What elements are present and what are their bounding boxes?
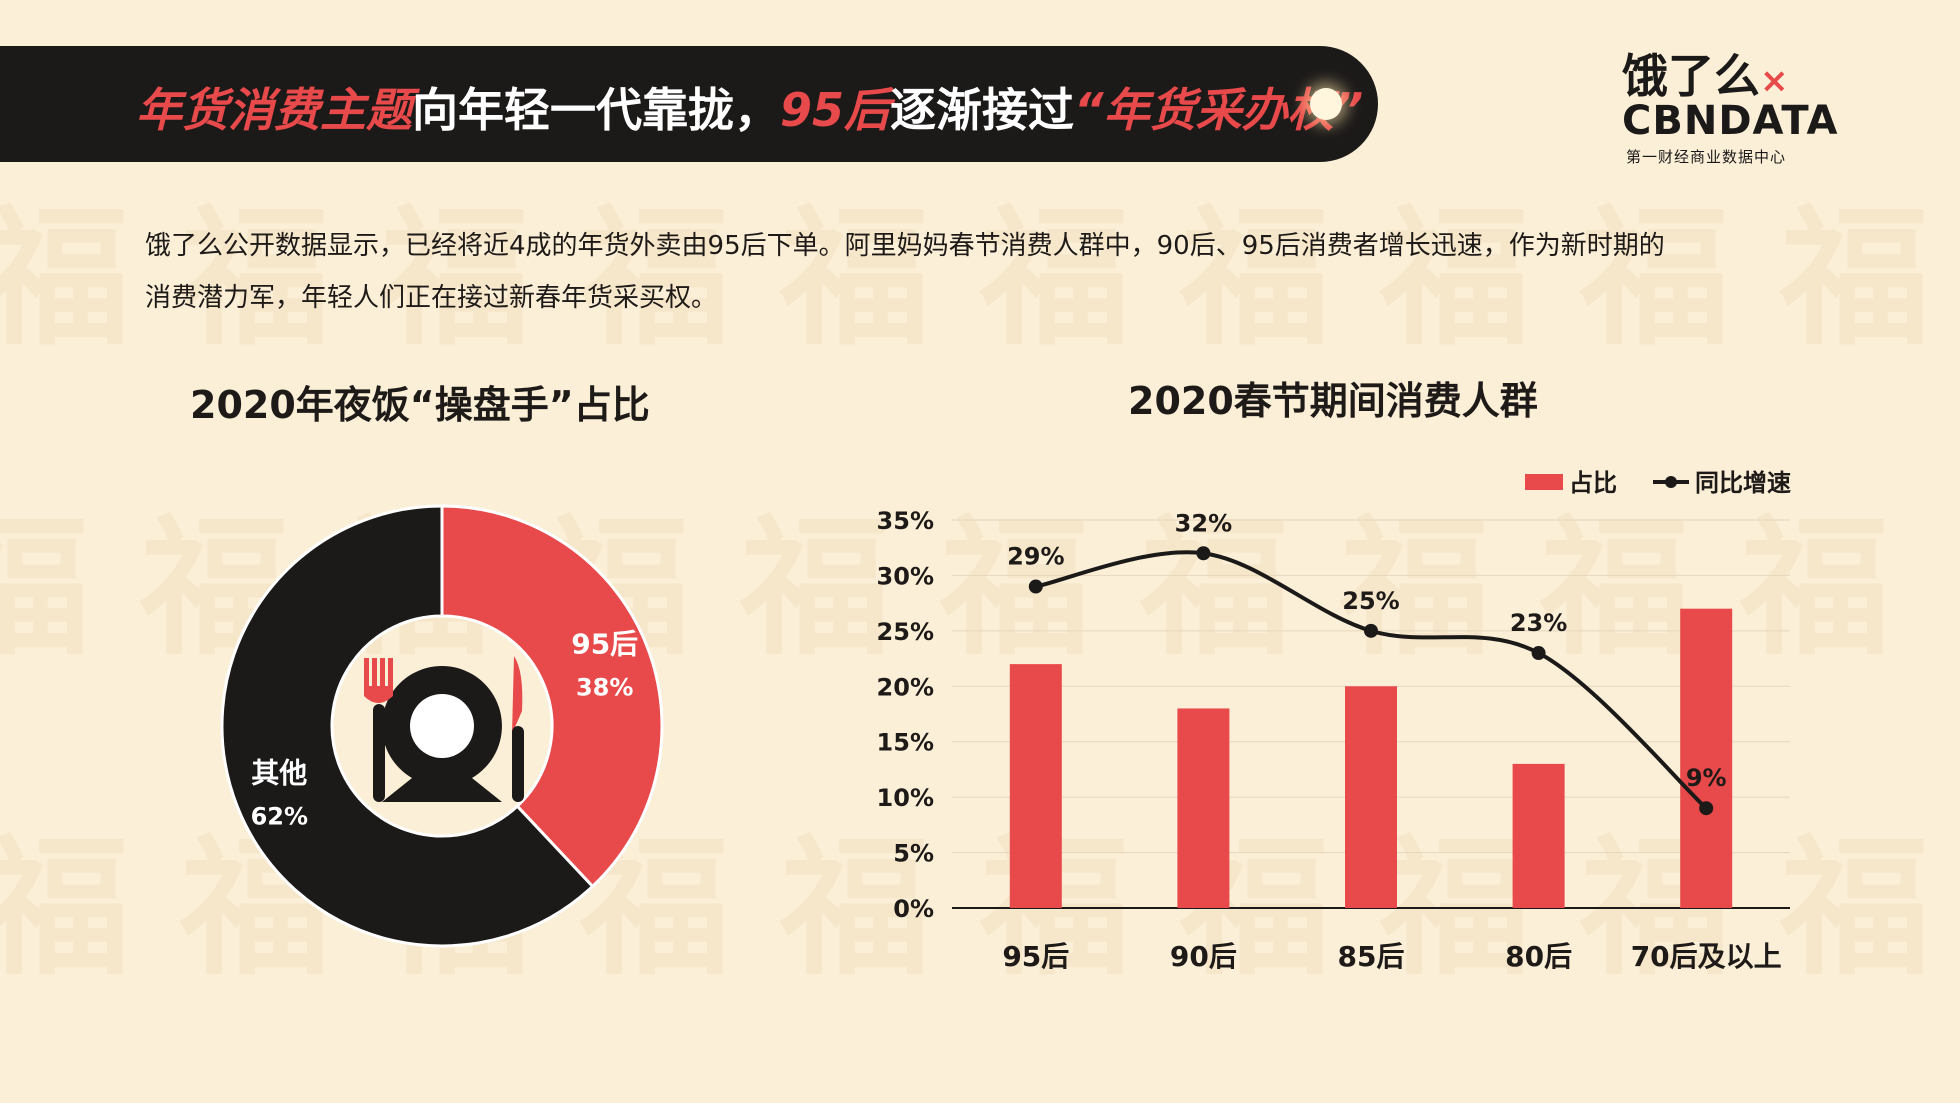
growth-label: 23% bbox=[1510, 609, 1567, 637]
donut-slice-1 bbox=[440, 504, 664, 889]
svg-text:福: 福 bbox=[1779, 822, 1930, 996]
growth-point bbox=[1699, 801, 1714, 816]
growth-label: 25% bbox=[1342, 587, 1399, 615]
growth-point bbox=[1531, 646, 1546, 661]
y-tick-label: 20% bbox=[877, 673, 934, 701]
growth-point bbox=[1364, 623, 1378, 638]
svg-text:福: 福 bbox=[1379, 192, 1530, 366]
donut-slice-value: 38% bbox=[576, 674, 633, 702]
growth-point bbox=[1196, 546, 1211, 561]
x-tick-label: 90后 bbox=[1170, 940, 1237, 973]
x-tick-label: 95后 bbox=[1002, 940, 1069, 973]
bar-85后 bbox=[1345, 686, 1397, 908]
svg-text:福: 福 bbox=[1139, 502, 1290, 676]
description-line-1: 饿了么公开数据显示，已经将近4成的年货外卖由95后下单。阿里妈妈春节消费人群中，… bbox=[145, 231, 1665, 261]
x-tick-label: 70后及以上 bbox=[1631, 940, 1782, 973]
svg-text:福: 福 bbox=[0, 502, 90, 676]
description-text: 饿了么公开数据显示，已经将近4成的年货外卖由95后下单。阿里妈妈春节消费人群中，… bbox=[145, 220, 1825, 324]
y-tick-label: 5% bbox=[893, 840, 934, 868]
donut-chart-title: 2020年夜饭“操盘手”占比 bbox=[190, 383, 650, 427]
growth-label: 29% bbox=[1007, 543, 1064, 571]
svg-text:福: 福 bbox=[779, 192, 930, 366]
legend-line-marker bbox=[1665, 476, 1677, 488]
title-banner bbox=[0, 46, 1378, 162]
title-part-2: 向年轻一代靠拢， bbox=[412, 83, 780, 137]
eleme-logo: 饿了么× bbox=[1622, 40, 1789, 106]
y-tick-label: 15% bbox=[877, 729, 934, 757]
svg-text:福: 福 bbox=[179, 192, 330, 366]
title-part-4: 逐渐接过 bbox=[890, 83, 1075, 137]
bar-70后及以上 bbox=[1680, 608, 1733, 908]
glow-dot-icon bbox=[1310, 88, 1342, 120]
legend-line-label: 同比增速 bbox=[1695, 469, 1791, 497]
title-part-1: 年货消费主题 bbox=[136, 83, 412, 137]
svg-text:福: 福 bbox=[379, 192, 530, 366]
growth-label: 32% bbox=[1175, 509, 1232, 537]
eleme-logo-text: 饿了么 bbox=[1622, 49, 1760, 103]
svg-text:福: 福 bbox=[0, 192, 130, 366]
plate-fork-knife-icon bbox=[364, 656, 524, 802]
bar-90后 bbox=[1177, 708, 1230, 908]
donut-slice-2 bbox=[220, 504, 595, 948]
y-tick-label: 10% bbox=[877, 784, 934, 812]
svg-text:福: 福 bbox=[739, 502, 890, 676]
svg-text:福: 福 bbox=[1539, 502, 1690, 676]
svg-text:福: 福 bbox=[1579, 192, 1730, 366]
svg-text:福: 福 bbox=[0, 822, 130, 996]
donut-chart: 95后 38% 其他 62% bbox=[220, 504, 664, 948]
y-tick-label: 25% bbox=[877, 618, 934, 646]
title-part-3: 95后 bbox=[780, 83, 891, 137]
growth-point bbox=[1028, 579, 1043, 594]
donut-slice-value: 62% bbox=[251, 802, 308, 830]
page-title: 年货消费主题向年轻一代靠拢，95后逐渐接过“年货采办权” bbox=[136, 80, 1363, 140]
bar-line-chart: 0% 5% 10% 15% 20% 25% 30% 35% 29% 32% 25% 23% 9% 95… bbox=[877, 469, 1791, 973]
donut-slice-label: 其他 bbox=[251, 756, 307, 789]
y-tick-label: 30% bbox=[877, 562, 934, 590]
cbndata-subtitle: 第一财经商业数据中心 bbox=[1626, 148, 1787, 166]
growth-label: 9% bbox=[1686, 764, 1727, 792]
svg-text:福: 福 bbox=[579, 192, 730, 366]
y-tick-label: 35% bbox=[877, 507, 934, 535]
eleme-logo-mark: × bbox=[1760, 61, 1789, 101]
svg-text:福: 福 bbox=[1739, 502, 1890, 676]
y-tick-label: 0% bbox=[893, 895, 934, 923]
x-tick-label: 85后 bbox=[1338, 940, 1405, 973]
bar-chart-title: 2020春节期间消费人群 bbox=[1128, 379, 1538, 423]
legend-bar-label: 占比 bbox=[1569, 469, 1617, 497]
cbndata-logo: CBNDATA bbox=[1622, 98, 1839, 144]
svg-text:福: 福 bbox=[939, 502, 1090, 676]
bar-80后 bbox=[1512, 763, 1565, 908]
svg-text:福: 福 bbox=[1779, 192, 1930, 366]
description-line-2: 消费潜力军，年轻人们正在接过新春年货采买权。 bbox=[145, 283, 718, 313]
svg-text:福: 福 bbox=[1339, 502, 1490, 676]
svg-text:福: 福 bbox=[1179, 192, 1330, 366]
bar-95后 bbox=[1009, 664, 1062, 908]
brand-logo: 饿了么× CBNDATA 第一财经商业数据中心 bbox=[1618, 40, 1838, 170]
x-tick-label: 80后 bbox=[1505, 940, 1572, 973]
legend-bar-swatch bbox=[1525, 474, 1563, 490]
svg-text:福: 福 bbox=[979, 192, 1130, 366]
donut-slice-label: 95后 bbox=[571, 628, 638, 661]
svg-text:福: 福 bbox=[779, 822, 930, 996]
